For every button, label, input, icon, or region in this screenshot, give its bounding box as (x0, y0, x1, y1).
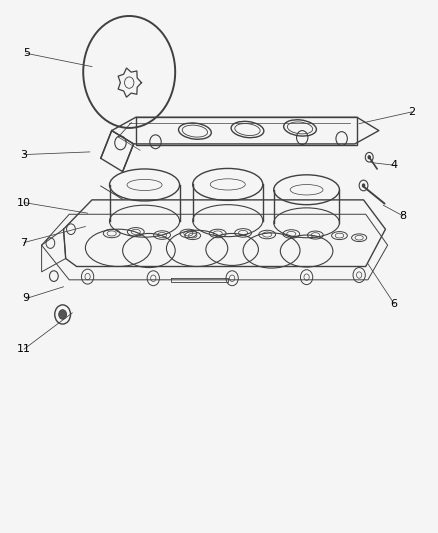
Text: 5: 5 (23, 49, 30, 58)
Text: 6: 6 (391, 299, 398, 309)
Text: 3: 3 (21, 150, 28, 159)
Text: 11: 11 (17, 344, 31, 354)
Text: 4: 4 (391, 160, 398, 170)
Circle shape (59, 310, 67, 319)
Text: 8: 8 (399, 211, 406, 221)
Text: 7: 7 (21, 238, 28, 247)
Circle shape (362, 183, 365, 188)
Text: 2: 2 (408, 107, 415, 117)
Circle shape (367, 155, 371, 159)
Text: 10: 10 (17, 198, 31, 207)
Text: 9: 9 (23, 294, 30, 303)
